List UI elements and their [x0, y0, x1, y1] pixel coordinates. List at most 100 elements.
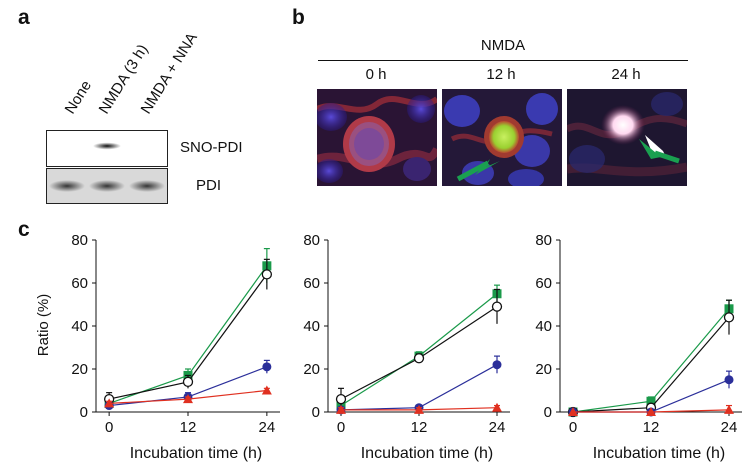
data-point-blue-circle [414, 403, 424, 413]
chart-1: 0 20 40 60 80 0 12 24 Incubation time (h) [71, 232, 280, 462]
sno-pdi-band-nmda [93, 142, 121, 150]
y-tick-label: 40 [71, 318, 88, 335]
x-axis-label: Incubation time (h) [361, 445, 494, 462]
data-point-open-circle [491, 301, 503, 312]
micrograph-24h [566, 88, 688, 187]
series-line-open-circle [340, 306, 498, 400]
data-point-blue-circle [336, 405, 346, 415]
data-point-blue-circle [492, 360, 502, 370]
data-point-red-triangle [568, 407, 578, 416]
data-point-red-triangle [724, 404, 734, 414]
series-line-open-circle [572, 317, 730, 413]
panel-a-letter: a [18, 6, 30, 29]
timepoint-0h: 0 h [365, 66, 387, 83]
y-tick-label: 0 [80, 404, 88, 421]
series-line-open-circle [109, 274, 268, 400]
data-point-open-circle [645, 402, 657, 413]
pdi-blot [46, 168, 168, 204]
data-point-red-triangle [104, 398, 115, 408]
series-line-green-square [572, 308, 730, 413]
data-point-blue-circle [183, 392, 193, 402]
y-tick-label: 80 [535, 232, 552, 249]
chart-3: 0 20 40 60 80 0 12 24 Incubation time (h) [535, 232, 742, 462]
nmda-title: NMDA [480, 37, 526, 54]
y-tick-label: 20 [303, 361, 320, 378]
data-point-green-square [104, 398, 114, 408]
x-tick-label: 24 [489, 419, 506, 436]
data-point-blue-circle [262, 362, 272, 372]
y-tick-label: 80 [71, 232, 88, 249]
x-tick-label: 0 [569, 419, 577, 436]
pdi-band-nna [129, 180, 165, 192]
data-point-green-square [262, 261, 272, 271]
data-point-red-triangle [336, 404, 346, 414]
x-tick-label: 12 [643, 419, 660, 436]
series-line-red-triangle [573, 409, 730, 413]
micrograph-0h [316, 88, 438, 187]
chart-2: 0 20 40 60 80 0 12 24 Incubation time (h) [303, 232, 510, 462]
sno-pdi-blot [46, 130, 168, 167]
x-tick-label: 0 [337, 419, 345, 436]
y-tick-label: 20 [535, 361, 552, 378]
y-axis-label: Ratio (%) [35, 294, 52, 357]
data-point-green-square [724, 304, 734, 314]
x-tick-label: 12 [180, 419, 197, 436]
series-line-blue-circle [573, 379, 730, 413]
data-point-open-circle [413, 353, 425, 364]
y-tick-label: 40 [303, 318, 320, 335]
data-point-green-square [492, 289, 502, 299]
data-point-red-triangle [646, 407, 656, 416]
series-line-blue-circle [109, 366, 268, 407]
data-point-open-circle [335, 393, 347, 405]
data-point-blue-circle [568, 407, 578, 417]
y-tick-label: 60 [535, 275, 552, 292]
pdi-label: PDI [196, 177, 222, 194]
data-point-red-triangle [414, 404, 424, 414]
data-point-open-circle [182, 376, 194, 388]
data-point-red-triangle [261, 385, 272, 395]
x-tick-label: 24 [259, 419, 276, 436]
x-axis-label: Incubation time (h) [130, 445, 263, 462]
y-tick-label: 0 [544, 404, 552, 421]
data-point-green-square [414, 351, 424, 361]
y-tick-label: 20 [71, 361, 88, 378]
pdi-band-nmda [89, 180, 125, 192]
data-point-green-square [646, 396, 656, 406]
data-point-green-square [183, 370, 193, 380]
data-point-green-square [336, 401, 346, 411]
panel-b-letter: b [292, 6, 305, 29]
y-tick-label: 60 [303, 275, 320, 292]
timepoint-12h: 12 h [486, 66, 516, 83]
x-tick-label: 12 [411, 419, 428, 436]
panel-c-letter: c [18, 218, 30, 241]
x-axis-label: Incubation time (h) [593, 445, 726, 462]
data-point-red-triangle [183, 394, 193, 404]
x-tick-label: 24 [721, 419, 738, 436]
sno-pdi-label: SNO-PDI [180, 139, 243, 156]
nmda-rule [318, 60, 688, 61]
x-tick-label: 0 [105, 419, 113, 436]
pdi-band-none [49, 180, 85, 192]
data-point-blue-circle [646, 407, 656, 417]
data-point-open-circle [103, 393, 115, 405]
data-point-open-circle [723, 312, 735, 323]
series-line-red-triangle [341, 407, 498, 411]
data-point-open-circle [261, 269, 273, 280]
y-tick-label: 0 [312, 404, 320, 421]
lane-label-none: None [61, 77, 96, 117]
series-line-green-square [108, 265, 268, 404]
timepoint-24h: 24 h [611, 66, 641, 83]
series-line-green-square [340, 293, 498, 407]
series-line-red-triangle [109, 389, 267, 404]
y-tick-label: 60 [71, 275, 88, 292]
y-tick-label: 40 [535, 318, 552, 335]
data-point-green-square [568, 407, 578, 417]
data-point-red-triangle [492, 402, 502, 412]
micrograph-12h [441, 88, 563, 187]
arrow-icon [475, 159, 500, 175]
y-tick-label: 80 [303, 232, 320, 249]
data-point-blue-circle [104, 401, 114, 411]
data-point-open-circle [567, 406, 579, 418]
data-point-blue-circle [724, 375, 734, 385]
series-line-blue-circle [340, 364, 498, 411]
